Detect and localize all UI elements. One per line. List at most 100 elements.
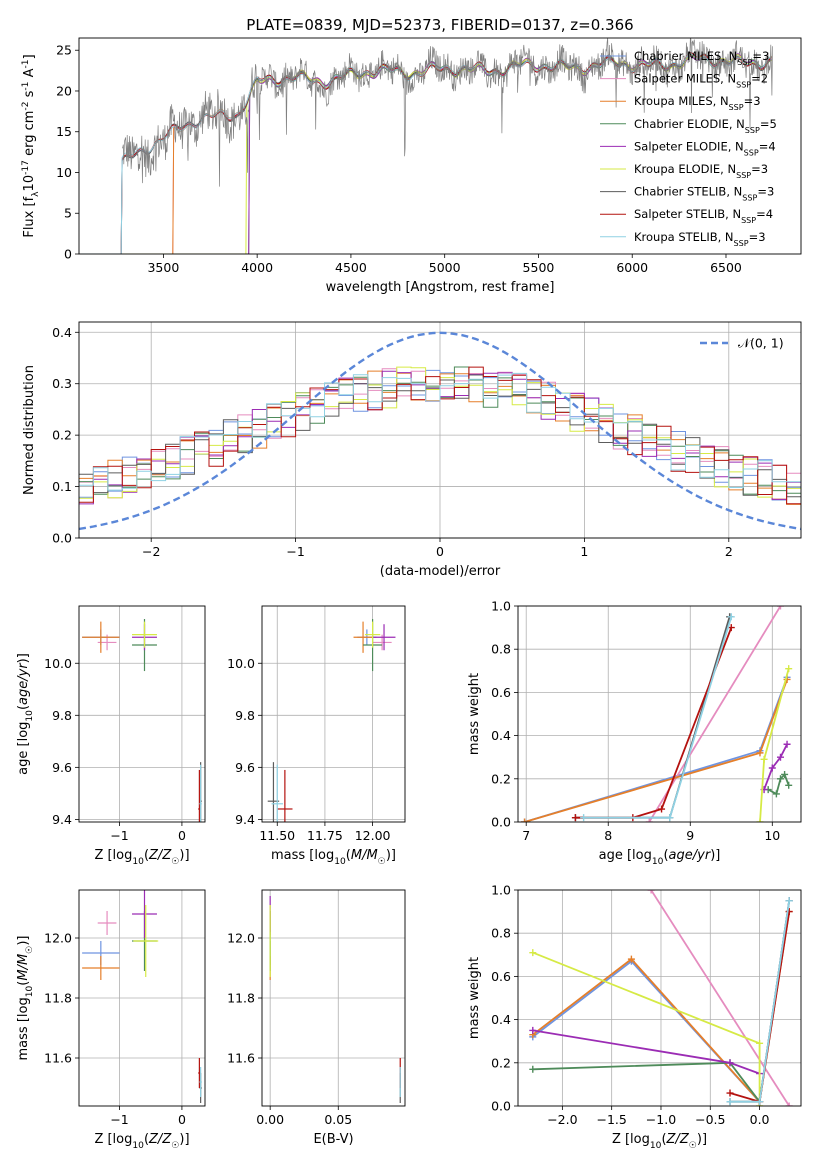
legend-entry: Salpeter ELODIE, NSSP=4 (634, 139, 776, 157)
plot-area-mass_vs_Z (82, 890, 202, 1103)
plot-area-age_vs_mass (267, 619, 396, 822)
y-tick-label: 5 (64, 206, 72, 221)
y-tick-label: 0.3 (52, 376, 72, 391)
weight-marker (726, 1089, 734, 1097)
axes-spectrum: 3500 4000 4500 5000 5500 6000 6500 0 5 10 15 20 25 wa… (21, 37, 802, 295)
weight-line (575, 627, 733, 819)
x-tick-label: 4000 (241, 260, 273, 275)
plot-area-weight_vs_age (521, 606, 793, 822)
weight-line (759, 668, 790, 822)
axes-frame (517, 889, 802, 1107)
y-tick-label: 9.4 (52, 812, 72, 827)
weight-marker (785, 665, 793, 673)
weight-line (524, 679, 788, 822)
y-tick-label: 0.4 (491, 728, 511, 743)
weight-marker (658, 805, 666, 813)
x-tick-label: 0 (178, 828, 186, 843)
y-tick-label: 9.6 (52, 760, 72, 775)
y-tick-label: 0.8 (491, 926, 511, 941)
weight-marker (785, 781, 793, 789)
x-tick-label: −0.5 (695, 1112, 725, 1127)
y-axis-label: age [log10(age/yr)] (16, 653, 35, 775)
x-tick-label: 1 (580, 544, 588, 559)
weight-marker (756, 749, 764, 757)
legend-entry: Salpeter MILES, NSSP=2 (634, 72, 768, 90)
x-tick-label: 5500 (523, 260, 555, 275)
legend-entry: Kroupa STELIB, NSSP=3 (634, 230, 766, 248)
x-axis-label: (data-model)/error (380, 564, 501, 579)
weight-marker (776, 606, 784, 610)
x-tick-label: 3500 (147, 260, 179, 275)
axes-frame (78, 321, 802, 539)
gaussian-curve (79, 331, 801, 531)
axes-residuals: −2 −1 0 1 2 0.0 0.1 0.2 0.3 0.4 (data-model)/error… (22, 321, 802, 579)
x-tick-label: 0.0 (750, 1112, 770, 1127)
plot-area-age_vs_Z (82, 619, 202, 822)
weight-line (650, 890, 790, 1106)
residual-histogram-step (79, 372, 801, 491)
axes-frame (78, 605, 206, 823)
weight-marker (645, 818, 653, 822)
y-tick-label: 11.6 (44, 1051, 72, 1066)
axes-mass_vs_Z: −1 0 11.6 11.8 12.0 Z [log10(Z/Z☉)] mass [log1… (16, 889, 206, 1151)
x-axis-label: mass [log10(M/M☉)] (271, 848, 396, 867)
weight-marker (726, 1059, 734, 1067)
x-tick-label: −1 (110, 1112, 128, 1127)
axes-weight_vs_Z: −2.0 −1.5 −1.0 −0.5 0.0 0.0 0.2 0.4 0.6 0.8 1.0 Z [… (467, 883, 802, 1151)
weight-marker (727, 613, 735, 621)
y-tick-label: 0.8 (491, 642, 511, 657)
y-tick-label: 20 (56, 83, 72, 98)
weight-line (767, 772, 790, 796)
y-tick-label: 0.4 (52, 325, 72, 340)
x-tick-label: 0.00 (256, 1112, 284, 1127)
legend-entry: Salpeter STELIB, NSSP=4 (634, 207, 773, 225)
y-tick-label: 0.6 (491, 685, 511, 700)
y-tick-label: 11.6 (227, 1051, 255, 1066)
axes-age_vs_mass: 11.50 11.75 12.00 9.4 9.6 9.8 10.0 mass [log10(… (227, 605, 406, 867)
weight-marker (781, 770, 789, 778)
y-tick-label: 0.4 (491, 1012, 511, 1027)
y-tick-label: 1.0 (491, 883, 511, 898)
y-axis-label: mass [log10(M/M☉)] (16, 936, 35, 1061)
y-tick-label: 0.0 (52, 531, 72, 546)
y-tick-label: 10.0 (44, 656, 72, 671)
x-tick-label: −1.0 (646, 1112, 676, 1127)
x-tick-label: −2 (142, 544, 160, 559)
x-tick-label: 0.05 (324, 1112, 352, 1127)
weight-marker (760, 755, 768, 763)
y-tick-label: 9.8 (52, 708, 72, 723)
legend-entry: Kroupa ELODIE, NSSP=3 (634, 162, 768, 180)
weight-marker (768, 764, 776, 772)
weight-marker (756, 818, 764, 822)
y-tick-label: 12.0 (44, 931, 72, 946)
x-tick-label: 11.50 (259, 828, 295, 843)
x-tick-label: 6500 (710, 260, 742, 275)
x-tick-label: 12.00 (355, 828, 391, 843)
weight-line (763, 743, 788, 790)
weight-marker (772, 790, 780, 798)
y-tick-label: 0.2 (491, 771, 511, 786)
weight-marker (785, 1102, 793, 1106)
x-tick-label: 6000 (616, 260, 648, 275)
weight-marker (529, 1065, 537, 1073)
weight-marker (529, 1026, 537, 1034)
x-tick-label: 4500 (335, 260, 367, 275)
axes-weight_vs_age: 7 8 9 10 0.0 0.2 0.4 0.6 0.8 1.0 age [log10(age/yr… (467, 599, 802, 867)
y-tick-label: 10.0 (227, 656, 255, 671)
x-tick-label: −1 (286, 544, 304, 559)
x-tick-label: −1 (110, 828, 128, 843)
plot-area-mass_vs_ebv (269, 896, 401, 1103)
plot-area-spectrum (80, 38, 773, 254)
x-tick-label: 10 (764, 828, 780, 843)
weight-marker (756, 1039, 764, 1047)
legend-entry: 𝒩(0, 1) (738, 336, 784, 351)
x-tick-label: 11.75 (307, 828, 343, 843)
weight-marker (776, 753, 784, 761)
y-tick-label: 0.2 (491, 1055, 511, 1070)
axes-frame (261, 889, 406, 1107)
legend-entry: Chabrier STELIB, NSSP=3 (634, 185, 774, 203)
weight-marker (666, 814, 674, 822)
legend-entry: Chabrier ELODIE, NSSP=5 (634, 117, 777, 135)
x-axis-label: Z [log10(Z/Z☉)] (612, 1132, 707, 1151)
